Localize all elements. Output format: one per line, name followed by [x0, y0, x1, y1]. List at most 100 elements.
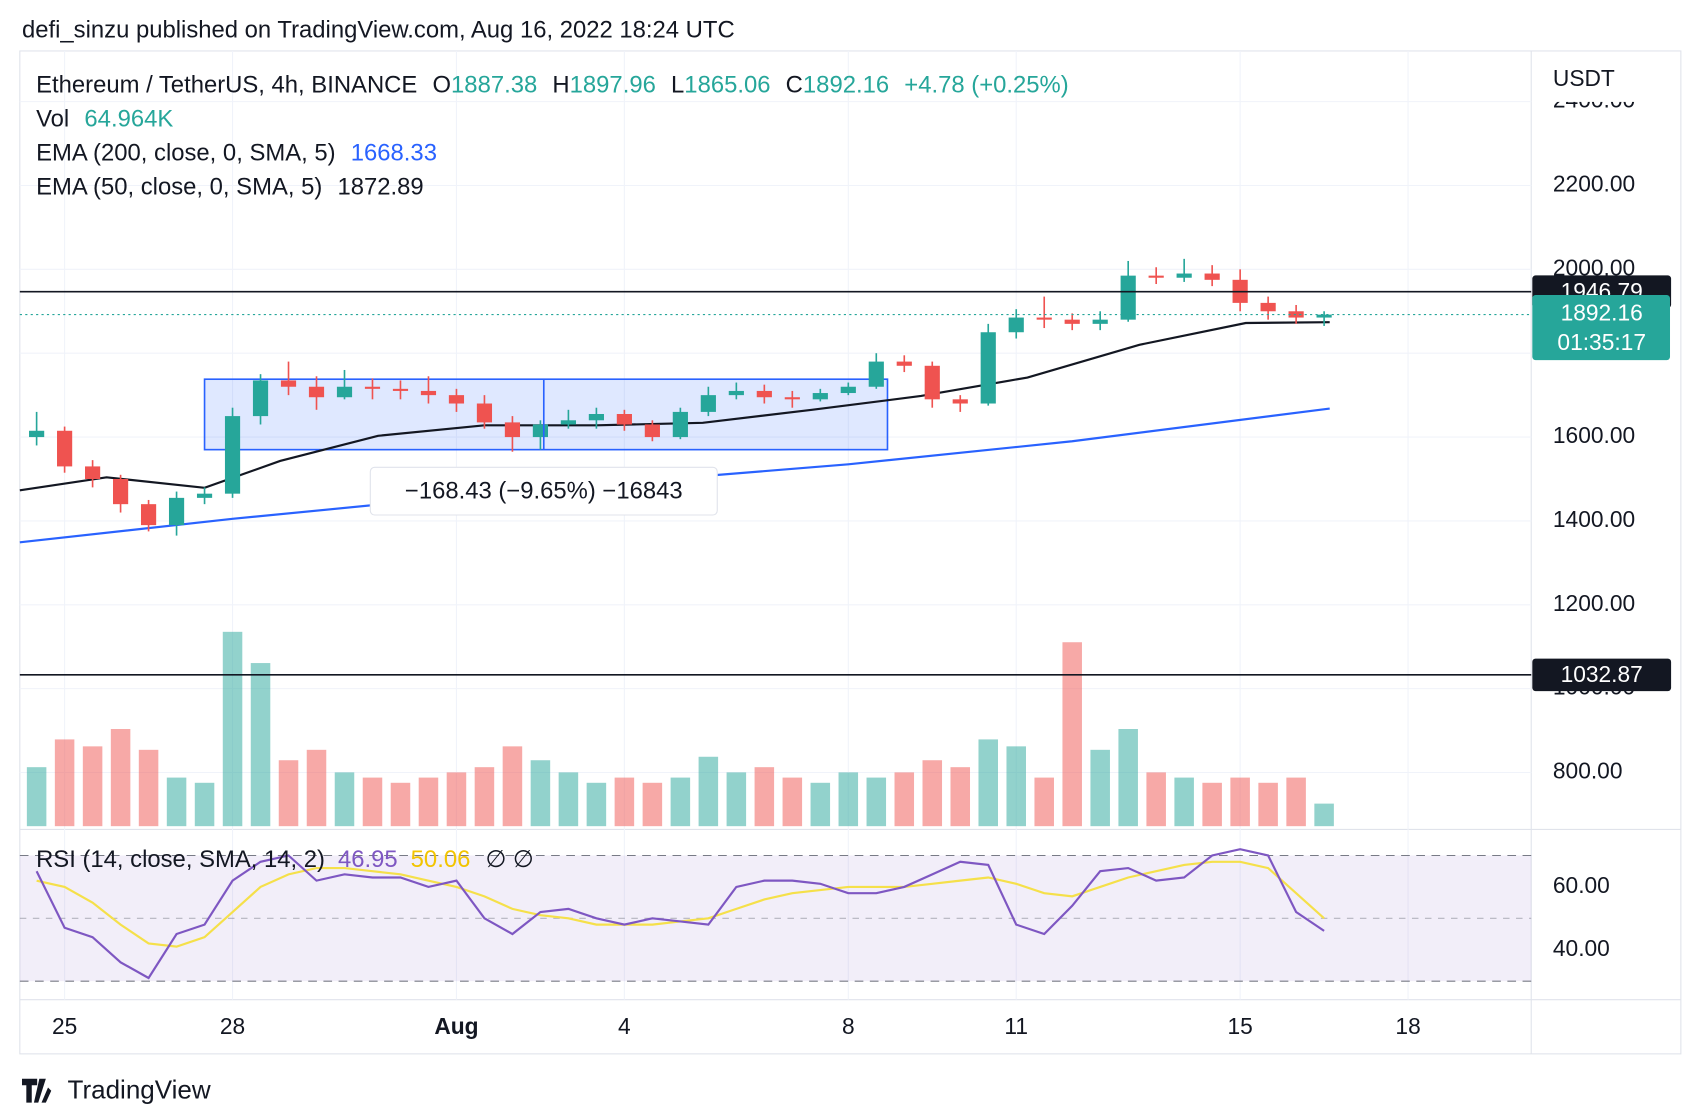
- candle-body: [1120, 275, 1136, 320]
- y-tick-label: 800.00: [1553, 758, 1623, 784]
- ohlc-value: 1865.06: [684, 72, 770, 99]
- volume-bar: [950, 767, 971, 827]
- candle-body: [560, 420, 576, 425]
- rsi-tick-label: 60.00: [1553, 872, 1610, 898]
- footer-brand: TradingView: [68, 1075, 211, 1105]
- ohlc-key: O: [433, 72, 452, 99]
- volume-bar: [110, 729, 131, 827]
- header: defi_sinzu published on TradingView.com,…: [22, 17, 735, 44]
- volume-bar: [586, 782, 607, 827]
- volume-bar: [1174, 777, 1194, 827]
- candle-body: [196, 493, 213, 498]
- x-tick-label: 18: [1395, 1013, 1420, 1039]
- indicator-value: 1872.89: [338, 174, 424, 201]
- candle-body: [588, 414, 604, 421]
- volume-bar: [26, 767, 47, 827]
- x-tick-label: 8: [842, 1013, 855, 1039]
- candle-body: [728, 390, 744, 396]
- candle-body: [672, 411, 688, 438]
- volume-bar: [558, 772, 579, 827]
- x-tick-label: 4: [618, 1013, 631, 1039]
- indicator-value: 1668.33: [351, 140, 437, 167]
- x-tick-label: 15: [1227, 1013, 1252, 1039]
- candle-body: [784, 397, 800, 400]
- y-axis-label: USDT: [1553, 65, 1615, 91]
- rsi-legend: RSI (14, close, SMA, 14, 2) 46.95 50.06 ∅ ∅: [36, 846, 534, 873]
- x-tick-label: 28: [220, 1013, 245, 1039]
- candle-body: [420, 390, 437, 396]
- rsi-tick-label: 40.00: [1553, 935, 1610, 961]
- volume-bar: [1146, 772, 1166, 827]
- volume-bar: [390, 782, 411, 827]
- last-price-badge: [1532, 295, 1671, 361]
- candle-body: [252, 380, 269, 417]
- plot: 2528Aug481115182400.002200.002000.001800…: [19, 50, 1679, 1039]
- candle-body: [1316, 314, 1332, 318]
- candle-body: [140, 504, 157, 526]
- volume-bar: [278, 760, 299, 827]
- volume-bar: [922, 760, 943, 827]
- candle-body: [1148, 275, 1164, 278]
- candle-body: [616, 414, 632, 425]
- volume-bar: [1006, 746, 1026, 827]
- ohlc-key: L: [671, 72, 684, 99]
- candle-body: [85, 466, 101, 479]
- indicator-value: 64.964K: [84, 106, 173, 133]
- indicator-legend: EMA (200, close, 0, SMA, 5) 1668.33: [36, 140, 437, 167]
- volume-bar: [250, 663, 271, 827]
- volume-bar: [726, 772, 747, 827]
- candle-body: [1260, 302, 1276, 312]
- x-tick-label: 11: [1004, 1013, 1028, 1039]
- axis-label-bg: [1533, 54, 1679, 102]
- y-tick-label: 2200.00: [1553, 170, 1635, 196]
- volume-bar: [334, 772, 355, 827]
- candle-body: [280, 380, 297, 387]
- volume-bar: [502, 746, 523, 827]
- ohlc-value: 1892.16: [803, 72, 889, 99]
- candle-body: [336, 386, 353, 398]
- rsi-sma-value: 50.06: [411, 846, 471, 873]
- ohlc-key: H: [552, 72, 569, 99]
- range-box: [203, 378, 889, 451]
- candle-body: [1288, 311, 1304, 318]
- candle-body: [1092, 319, 1108, 324]
- volume-bar: [138, 749, 159, 827]
- logo: [21, 1078, 52, 1103]
- candle-body: [392, 388, 409, 391]
- volume-bar: [1230, 777, 1250, 827]
- candle-body: [1176, 273, 1192, 278]
- measure-label-bg: [369, 466, 718, 516]
- candle-body: [868, 361, 884, 387]
- volume-bar: [418, 777, 439, 827]
- volume-bar: [1202, 782, 1222, 827]
- candle-body: [896, 361, 912, 366]
- volume-bar: [642, 782, 663, 827]
- rsi-value: 46.95: [338, 846, 398, 873]
- candle-body: [700, 395, 716, 412]
- volume-bar: [474, 767, 495, 827]
- volume-bar: [1034, 777, 1054, 827]
- volume-bar: [446, 772, 467, 827]
- candle-body: [840, 386, 856, 394]
- volume-bar: [810, 782, 831, 827]
- candle-body: [476, 403, 493, 423]
- volume-bar: [1062, 642, 1082, 827]
- level-label: 1032.87: [1561, 661, 1643, 687]
- countdown-label: 01:35:17: [1557, 329, 1646, 355]
- indicator-name: Vol: [36, 106, 69, 133]
- candle-body: [1036, 317, 1052, 320]
- volume-bar: [754, 767, 775, 827]
- volume-bar: [782, 777, 803, 827]
- candle-body: [1204, 273, 1220, 280]
- volume-bar: [866, 777, 887, 827]
- candle-body: [532, 424, 549, 438]
- candle-body: [1008, 317, 1024, 333]
- candle-body: [364, 386, 381, 389]
- candle-body: [224, 416, 241, 494]
- candle-body: [756, 390, 772, 398]
- ohlc-key: C: [786, 72, 803, 99]
- chart-frame: [19, 50, 1682, 1055]
- volume-bar: [362, 777, 383, 827]
